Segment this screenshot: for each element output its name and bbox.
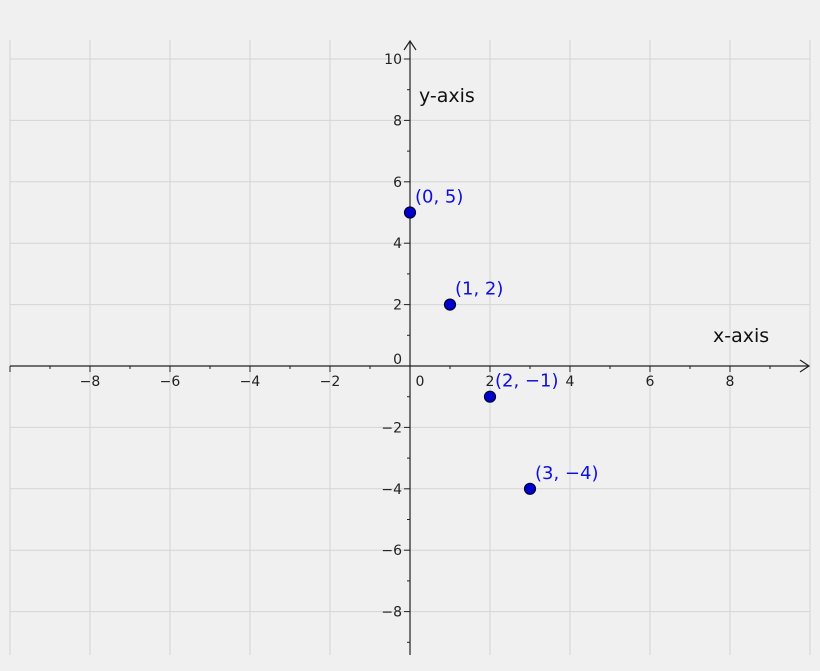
x-tick-label: 8	[726, 374, 735, 390]
y-tick-label: −4	[381, 482, 402, 498]
x-tick-label: −6	[160, 374, 181, 390]
y-tick-label: 10	[384, 52, 402, 68]
x-tick-label: 0	[416, 374, 425, 390]
data-point	[483, 390, 497, 403]
x-axis-title: x-axis	[713, 325, 769, 347]
data-point	[443, 298, 457, 311]
x-tick-label: −2	[320, 374, 341, 390]
x-axis-arrow-icon	[799, 359, 811, 373]
y-axis-arrow-icon	[403, 39, 417, 51]
data-point-label: (0, 5)	[415, 187, 463, 208]
y-tick-label: 0	[393, 352, 402, 368]
y-tick-label: 6	[393, 175, 402, 191]
x-tick-label: −4	[240, 374, 261, 390]
x-tick-label: 2	[486, 374, 495, 390]
data-point-label: (2, −1)	[495, 371, 558, 392]
x-tick-label: 4	[566, 374, 575, 390]
ticks: −8 −6 −4 −2 0 2 4 6 8 10 8 6 4 2 0 −2 −4 −6 −8	[9, 52, 771, 643]
data-point-label: (3, −4)	[535, 463, 598, 484]
x-tick-label: −8	[80, 374, 101, 390]
axes	[10, 39, 811, 655]
data-point	[403, 206, 417, 219]
y-tick-label: 4	[393, 236, 402, 252]
data-point-label: (1, 2)	[455, 279, 503, 300]
data-point	[523, 482, 537, 495]
y-axis-title: y-axis	[419, 85, 475, 107]
y-tick-label: 8	[393, 113, 402, 129]
y-tick-label: −8	[381, 605, 402, 621]
y-tick-label: −2	[381, 420, 402, 436]
y-tick-label: 2	[393, 298, 402, 314]
x-tick-label: 6	[646, 374, 655, 390]
y-tick-label: −6	[381, 543, 402, 559]
data-points: (0, 5) (1, 2) (2, −1) (3, −4)	[403, 187, 598, 495]
